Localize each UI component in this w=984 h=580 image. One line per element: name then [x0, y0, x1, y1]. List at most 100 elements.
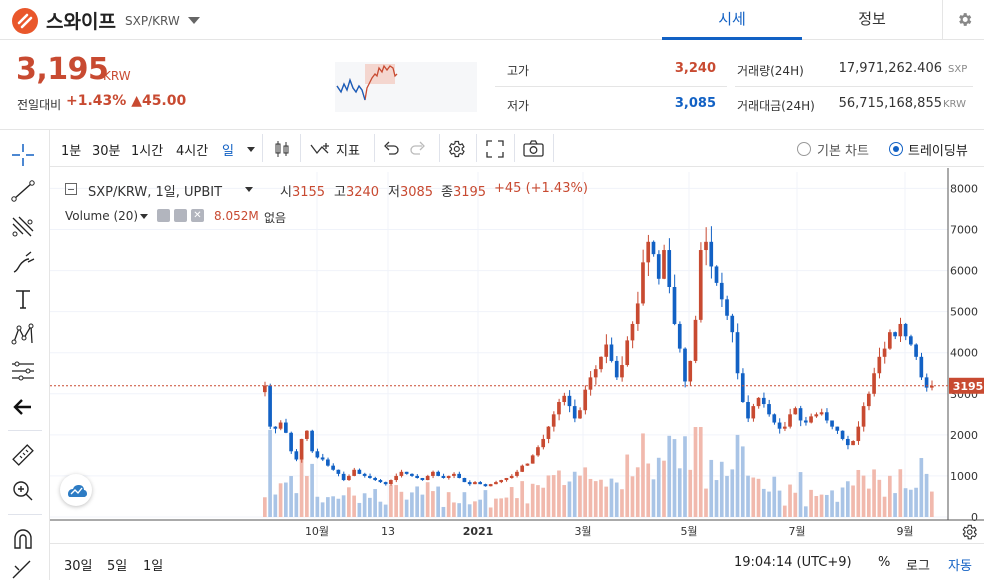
candle-body: [541, 438, 546, 448]
auto-toggle[interactable]: 자동: [948, 559, 972, 574]
candle-body: [284, 422, 288, 433]
tradingview-logo-icon[interactable]: [60, 474, 92, 506]
range-5d[interactable]: 5일: [107, 559, 128, 574]
volume-bar: [378, 501, 383, 517]
volume-bar: [872, 469, 876, 517]
redo-icon[interactable]: [410, 141, 426, 155]
candle-body: [798, 408, 803, 421]
volume-bar: [835, 501, 840, 517]
candle-body: [914, 344, 918, 357]
volume-bar: [646, 463, 651, 517]
interval-1h[interactable]: 1시간: [131, 144, 164, 159]
symbol-dropdown-icon[interactable]: [245, 187, 253, 192]
tab-quote[interactable]: 시세: [662, 0, 802, 40]
lock-drawings-icon[interactable]: [10, 558, 36, 580]
interval-1m[interactable]: 1분: [61, 144, 82, 159]
trend-line-icon[interactable]: [10, 178, 36, 204]
fullscreen-icon[interactable]: [486, 140, 504, 158]
volume-bar: [777, 490, 782, 517]
volume-bar: [462, 492, 467, 517]
volume-bar: [641, 433, 645, 517]
volume-bar: [635, 467, 640, 517]
log-toggle[interactable]: 로그: [906, 559, 930, 574]
tab-info[interactable]: 정보: [858, 10, 886, 28]
volume-bar: [446, 492, 451, 517]
crosshair-icon[interactable]: [10, 142, 36, 168]
axis-settings-icon[interactable]: [960, 523, 978, 541]
volume-bar: [541, 487, 546, 517]
ruler-icon[interactable]: [10, 442, 36, 468]
pattern-icon[interactable]: [10, 322, 36, 348]
percent-toggle[interactable]: %: [878, 555, 891, 570]
gear-small-icon[interactable]: [174, 209, 187, 222]
candle-body: [494, 482, 498, 485]
volume-bar: [914, 487, 918, 517]
prediction-icon[interactable]: [10, 358, 36, 384]
brush-icon[interactable]: [10, 250, 36, 276]
volume-dropdown-icon[interactable]: [140, 214, 148, 219]
volume-bar: [614, 482, 619, 517]
fib-tool-icon[interactable]: [10, 214, 36, 240]
volume-bar: [478, 499, 483, 517]
volume-bar: [620, 489, 624, 517]
collapse-legend-icon[interactable]: [65, 183, 77, 195]
candle-body: [263, 385, 267, 393]
candle-body: [604, 344, 609, 357]
change-abs: ▲45.00: [131, 93, 187, 109]
volume-bar: [798, 472, 803, 517]
legend-high: 고3240: [334, 185, 380, 200]
candle-body: [410, 473, 414, 476]
volume-bar: [688, 469, 693, 517]
volume-bar: [268, 429, 272, 517]
camera-icon[interactable]: [523, 140, 544, 157]
candle-body: [683, 348, 687, 382]
undo-icon[interactable]: [383, 141, 399, 155]
legend-symbol[interactable]: SXP/KRW, 1일, UPBIT: [88, 185, 223, 200]
candle-body: [772, 414, 777, 423]
clock[interactable]: 19:04:14 (UTC+9): [734, 555, 852, 570]
volume-bar: [525, 503, 530, 517]
candle-type-icon[interactable]: [274, 140, 290, 158]
candle-body: [357, 469, 362, 474]
basic-chart-label[interactable]: 기본 차트: [817, 144, 869, 159]
chart-toolbar: 1분 30분 1시간 4시간 일 지표: [50, 129, 984, 167]
basic-chart-radio[interactable]: [797, 142, 811, 156]
range-1d[interactable]: 1일: [143, 559, 164, 574]
candle-body: [457, 473, 461, 478]
volume-bar: [572, 471, 577, 517]
magnet-icon[interactable]: [10, 526, 36, 552]
interval-day[interactable]: 일: [222, 144, 234, 159]
interval-dropdown-icon[interactable]: [247, 147, 255, 152]
text-tool-icon[interactable]: [10, 286, 36, 312]
volume-bar: [515, 498, 519, 517]
volume-bar: [494, 498, 498, 517]
indicators-icon[interactable]: [310, 141, 332, 157]
zoom-in-icon[interactable]: [10, 478, 36, 504]
close-icon[interactable]: ✕: [191, 209, 204, 222]
candle-body: [373, 477, 377, 481]
volume-bar: [861, 475, 866, 517]
arrow-left-icon[interactable]: [10, 394, 36, 420]
trading-view-label[interactable]: 트레이딩뷰: [908, 144, 968, 159]
eye-icon[interactable]: [157, 209, 170, 222]
volume-bar: [341, 495, 346, 517]
trading-view-radio[interactable]: [889, 142, 903, 156]
range-30d[interactable]: 30일: [64, 559, 93, 574]
change-value: +1.43% ▲45.00: [66, 93, 186, 109]
candle-body: [814, 414, 819, 417]
candle-body: [399, 471, 404, 476]
interval-30m[interactable]: 30분: [92, 144, 121, 159]
volume-bar: [903, 488, 908, 517]
candle-body: [845, 438, 850, 446]
volume-label[interactable]: Volume (20): [65, 209, 139, 223]
coin-dropdown-icon[interactable]: [188, 17, 200, 24]
chart-settings-icon[interactable]: [446, 139, 466, 159]
interval-4h[interactable]: 4시간: [176, 144, 209, 159]
coin-pair: SXP/KRW: [125, 14, 180, 28]
indicators-button[interactable]: 지표: [336, 144, 360, 159]
candle-body: [908, 336, 913, 345]
volume-bar: [278, 483, 283, 517]
settings-button[interactable]: [942, 0, 984, 40]
